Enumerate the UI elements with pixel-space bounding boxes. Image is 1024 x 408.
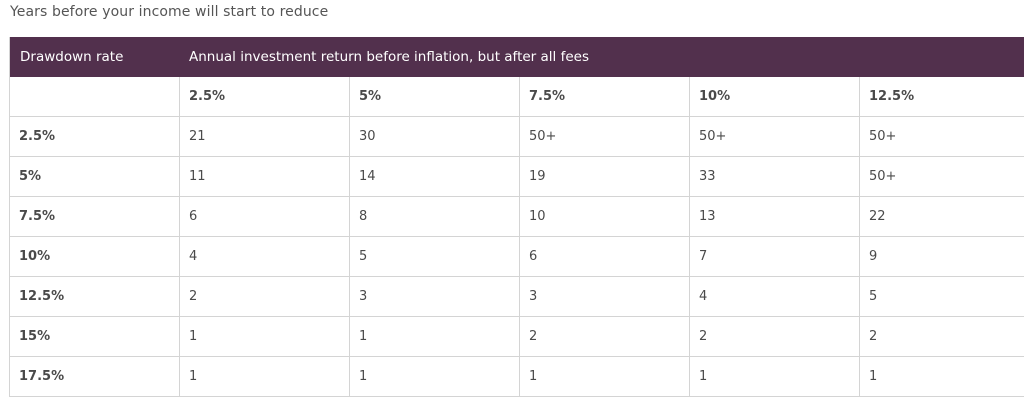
table-cell: 5 [350, 237, 520, 276]
table-cell: 10 [520, 197, 690, 236]
table-cell: 21 [180, 117, 350, 156]
table-header: Drawdown rate Annual investment return b… [10, 37, 1024, 77]
table-row: 17.5% 1 1 1 1 1 [10, 357, 1024, 397]
table-cell: 14 [350, 157, 520, 196]
table-cell: 4 [690, 277, 860, 316]
row-label: 5% [10, 157, 180, 196]
table-cell: 11 [180, 157, 350, 196]
table-cell: 3 [350, 277, 520, 316]
row-label: 17.5% [10, 357, 180, 396]
table-cell: 50+ [520, 117, 690, 156]
row-label: 7.5% [10, 197, 180, 236]
table-cell: 2 [869, 329, 878, 344]
table-cell: 4 [180, 237, 350, 276]
table-cell: 1 [350, 317, 520, 356]
table-row: 15% 1 1 2 2 2 [10, 317, 1024, 357]
column-header-row: 2.5% 5% 7.5% 10% 12.5% [10, 77, 1024, 117]
column-header: 7.5% [520, 77, 690, 116]
table-cell: 2 [180, 277, 350, 316]
table-cell: 1 [520, 357, 690, 396]
table-cell: 5 [869, 289, 878, 304]
table-cell: 33 [690, 157, 860, 196]
table-caption: Years before your income will start to r… [10, 4, 329, 20]
column-header: 10% [690, 77, 860, 116]
row-label: 10% [10, 237, 180, 276]
table-cell: 7 [690, 237, 860, 276]
table-cell: 1 [180, 317, 350, 356]
table-cell: 30 [350, 117, 520, 156]
header-annual-return: Annual investment return before inflatio… [189, 49, 589, 65]
table-row: 10% 4 5 6 7 9 [10, 237, 1024, 277]
drawdown-table: Drawdown rate Annual investment return b… [9, 37, 1024, 397]
table-cell: 6 [180, 197, 350, 236]
column-header-empty [10, 77, 180, 116]
table-cell: 3 [520, 277, 690, 316]
table-row: 2.5% 21 30 50+ 50+ 50+ [10, 117, 1024, 157]
table-cell: 22 [869, 209, 886, 224]
table-cell: 1 [690, 357, 860, 396]
table-cell: 2 [520, 317, 690, 356]
column-header: 12.5% [869, 89, 915, 104]
row-label: 2.5% [10, 117, 180, 156]
table-row: 7.5% 6 8 10 13 22 [10, 197, 1024, 237]
table-row: 5% 11 14 19 33 50+ [10, 157, 1024, 197]
column-header: 5% [350, 77, 520, 116]
table-row: 12.5% 2 3 3 4 5 [10, 277, 1024, 317]
table-cell: 50+ [869, 169, 897, 184]
table-cell: 19 [520, 157, 690, 196]
table-cell: 6 [520, 237, 690, 276]
table-cell: 8 [350, 197, 520, 236]
table-cell: 1 [350, 357, 520, 396]
row-label: 12.5% [10, 277, 180, 316]
row-label: 15% [10, 317, 180, 356]
table-cell: 50+ [690, 117, 860, 156]
header-drawdown-rate: Drawdown rate [20, 49, 124, 65]
table-cell: 2 [690, 317, 860, 356]
column-header: 2.5% [180, 77, 350, 116]
table-cell: 9 [869, 249, 878, 264]
table-cell: 1 [869, 369, 878, 384]
table-cell: 1 [180, 357, 350, 396]
table-cell: 13 [690, 197, 860, 236]
table-cell: 50+ [869, 129, 897, 144]
